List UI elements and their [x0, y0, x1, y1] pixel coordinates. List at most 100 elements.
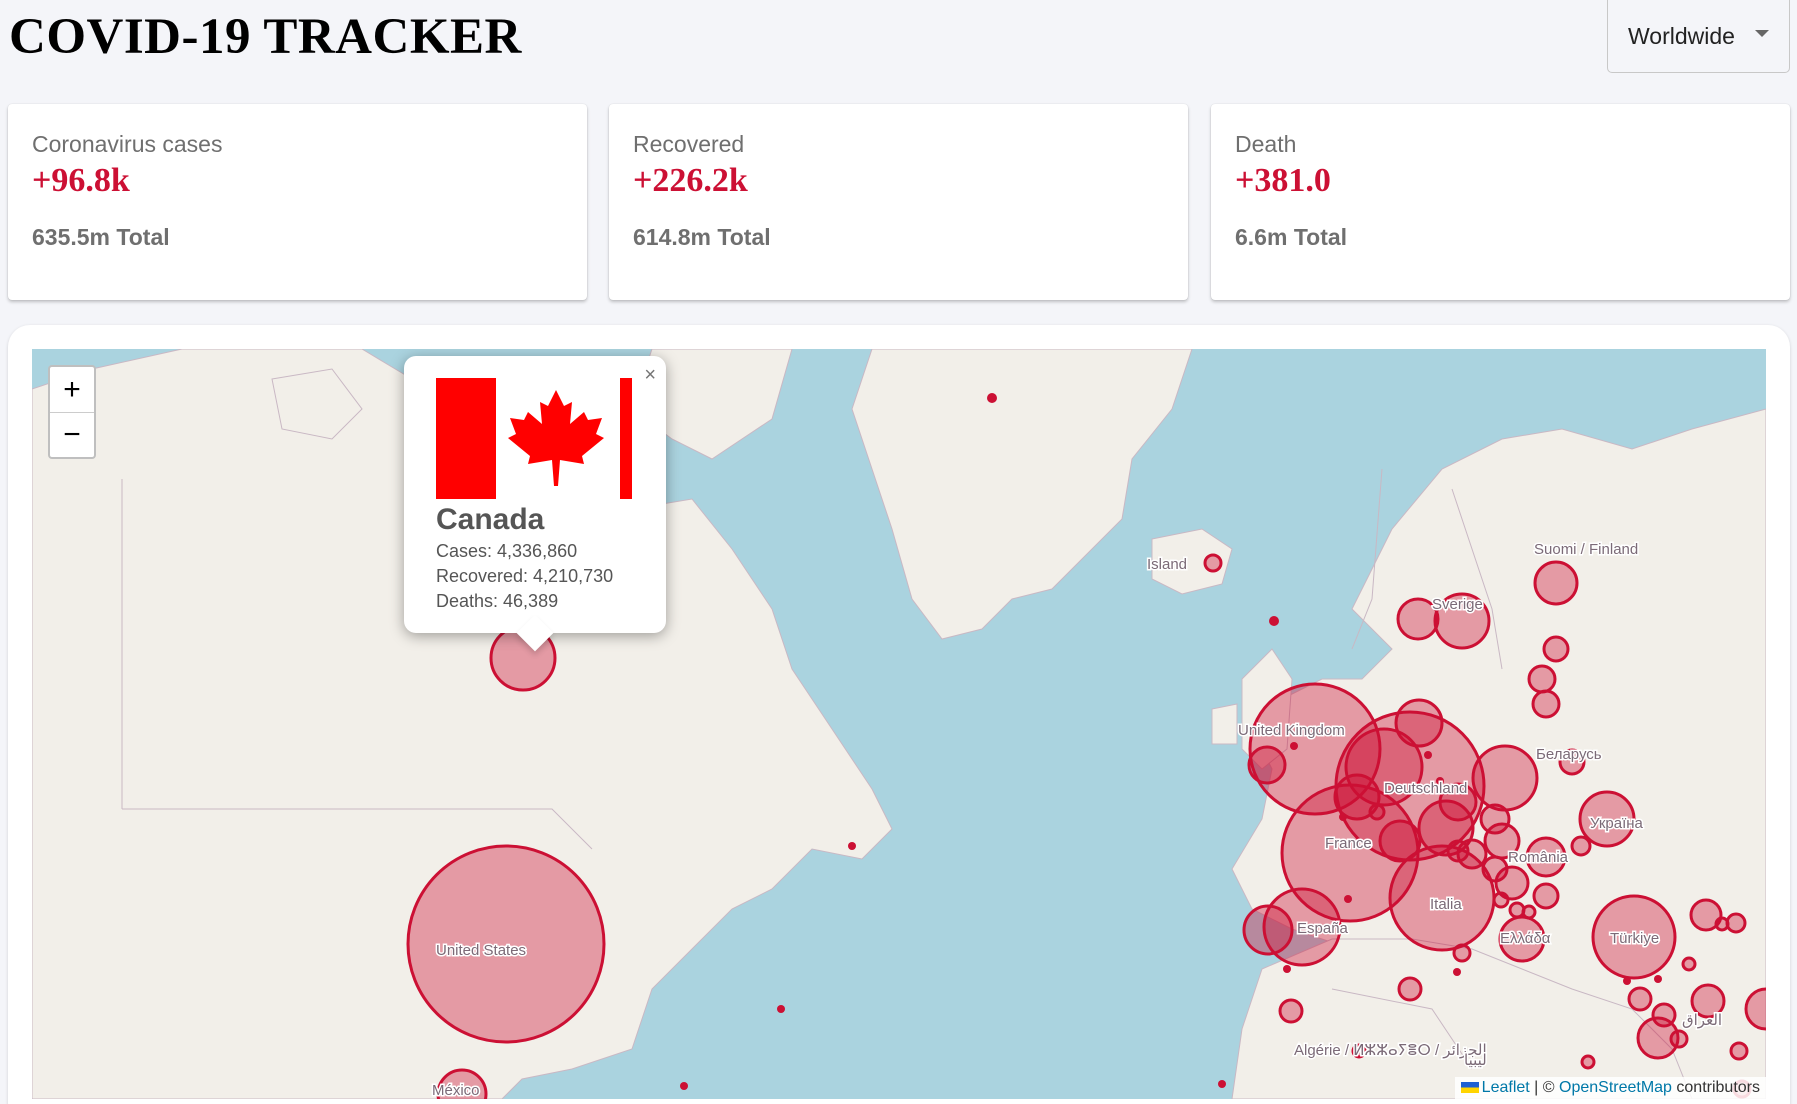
- case-circle-croatia[interactable]: [1456, 838, 1488, 870]
- case-circle-sweden[interactable]: [1433, 592, 1491, 650]
- country-dropdown-value: Worldwide: [1628, 22, 1735, 49]
- case-circle-azerbaijan[interactable]: [1725, 912, 1747, 934]
- case-circle-moldova[interactable]: [1570, 835, 1592, 857]
- case-circle-bulgaria[interactable]: [1532, 882, 1560, 910]
- case-circle-belgium[interactable]: [1333, 773, 1381, 821]
- place-label: Italia: [1430, 896, 1462, 913]
- case-circle-slovenia[interactable]: [1446, 839, 1470, 863]
- case-circle-norway[interactable]: [1396, 597, 1440, 641]
- place-label: Türkiye: [1610, 930, 1659, 947]
- case-circle-israel[interactable]: [1636, 1016, 1680, 1060]
- ireland-land: [1211, 703, 1238, 745]
- case-circle-georgia[interactable]: [1689, 898, 1723, 932]
- popup-deaths: Deaths: 46,389: [436, 591, 559, 611]
- deaths-total: 6.6m Total: [1235, 224, 1348, 250]
- case-dot[interactable]: [680, 1082, 688, 1090]
- attribution-suffix: contributors: [1671, 1079, 1760, 1096]
- case-circle-spain[interactable]: [1262, 887, 1342, 967]
- case-circle-united-states[interactable]: [406, 844, 606, 1044]
- case-circle-armenia[interactable]: [1714, 916, 1730, 932]
- case-circle-portugal[interactable]: [1242, 904, 1294, 956]
- leaflet-link[interactable]: Leaflet: [1481, 1079, 1530, 1096]
- attribution-separator: | ©: [1529, 1079, 1559, 1096]
- case-circle-syria[interactable]: [1681, 956, 1697, 972]
- border-line: [1331, 988, 1473, 1070]
- recovered-total: 614.8m Total: [633, 224, 771, 250]
- place-label: România: [1508, 849, 1569, 866]
- case-dot[interactable]: [1344, 895, 1352, 903]
- map-attribution: Leaflet | © OpenStreetMap contributors: [1454, 1077, 1766, 1099]
- case-circle-iraq[interactable]: [1690, 983, 1726, 1019]
- case-circle-ireland[interactable]: [1247, 745, 1287, 785]
- case-circle-finland[interactable]: [1533, 560, 1579, 606]
- case-circle-egypt[interactable]: [1729, 1041, 1749, 1061]
- case-circle-bosnia[interactable]: [1481, 855, 1509, 883]
- case-circle-greece[interactable]: [1498, 915, 1546, 963]
- case-circle-czechia[interactable]: [1438, 782, 1478, 822]
- case-circle-luxembourg[interactable]: [1368, 803, 1386, 821]
- uk-land: [1241, 648, 1293, 770]
- case-dot[interactable]: [1623, 977, 1631, 985]
- country-dropdown[interactable]: Worldwide: [1607, 0, 1790, 73]
- case-circle-belarus[interactable]: [1558, 748, 1586, 776]
- cases-card[interactable]: Coronavirus cases +96.8k 635.5m Total: [8, 104, 587, 300]
- case-circle-slovakia[interactable]: [1479, 803, 1511, 835]
- place-label: Україна: [1590, 815, 1644, 832]
- case-circle-poland[interactable]: [1471, 744, 1539, 812]
- place-label: United States: [436, 942, 526, 959]
- place-label: Algérie / ⵍⵣⵣⴰⵢⴻⵔ / الجزائر: [1294, 1042, 1487, 1059]
- arctic-island: [271, 368, 363, 440]
- cases-delta: +96.8k: [32, 162, 130, 199]
- cases-total: 635.5m Total: [32, 224, 170, 250]
- case-dot[interactable]: [1339, 813, 1347, 821]
- case-dot[interactable]: [777, 1005, 785, 1013]
- case-circle-romania[interactable]: [1525, 836, 1567, 878]
- case-circle-switzerland[interactable]: [1378, 819, 1422, 863]
- close-icon[interactable]: ×: [644, 364, 656, 386]
- case-dot[interactable]: [1424, 751, 1432, 759]
- place-label: Ελλάδα: [1500, 930, 1551, 947]
- recovered-card[interactable]: Recovered +226.2k 614.8m Total: [609, 104, 1188, 300]
- case-circle-malta[interactable]: [1452, 943, 1472, 963]
- border-line: [1451, 488, 1503, 670]
- case-circle-algeria[interactable]: [1351, 1043, 1367, 1059]
- case-circle-morocco[interactable]: [1278, 998, 1304, 1024]
- case-dot[interactable]: [848, 842, 856, 850]
- case-dot[interactable]: [1290, 742, 1298, 750]
- zoom-out-button[interactable]: −: [50, 412, 94, 457]
- case-dot[interactable]: [1269, 616, 1279, 626]
- case-circle-montenegro[interactable]: [1492, 891, 1510, 909]
- deaths-delta: +381.0: [1235, 162, 1331, 199]
- border-line: [1351, 468, 1383, 650]
- place-label: United Kingdom: [1238, 722, 1345, 739]
- case-circle-denmark[interactable]: [1394, 698, 1444, 748]
- deaths-label: Death: [1235, 131, 1297, 157]
- case-circle-ukraine[interactable]: [1578, 790, 1636, 848]
- zoom-in-button[interactable]: +: [63, 372, 81, 406]
- case-circle-latvia[interactable]: [1531, 689, 1561, 719]
- deaths-card[interactable]: Death +381.0 6.6m Total: [1211, 104, 1790, 300]
- case-circle-libya[interactable]: [1580, 1054, 1596, 1070]
- case-circle-iran[interactable]: [1744, 987, 1766, 1031]
- place-label: ليبيا: [1464, 1052, 1487, 1069]
- case-dot[interactable]: [1218, 1080, 1226, 1088]
- case-circle-iceland[interactable]: [1203, 553, 1223, 573]
- case-circle-mexico[interactable]: [436, 1068, 488, 1099]
- openstreetmap-link[interactable]: OpenStreetMap: [1559, 1079, 1672, 1096]
- case-dot[interactable]: [1453, 968, 1461, 976]
- case-circle-turkey[interactable]: [1591, 894, 1677, 980]
- border-line: [122, 808, 593, 850]
- case-circle-estonia[interactable]: [1542, 635, 1570, 663]
- recovered-label: Recovered: [633, 131, 745, 157]
- case-dot[interactable]: [1436, 777, 1444, 785]
- case-dot[interactable]: [1654, 975, 1662, 983]
- case-circle-macedonia[interactable]: [1521, 904, 1537, 920]
- iceland-land: [1151, 528, 1233, 595]
- case-circle-jordan[interactable]: [1669, 1029, 1689, 1049]
- case-dot[interactable]: [1283, 965, 1291, 973]
- case-circle-cyprus[interactable]: [1627, 986, 1653, 1012]
- case-dot[interactable]: [987, 393, 997, 403]
- case-circle-lithuania[interactable]: [1527, 664, 1557, 694]
- case-circle-tunisia[interactable]: [1397, 976, 1423, 1002]
- world-map[interactable]: United States Island Suomi / Finland Sve…: [32, 349, 1766, 1099]
